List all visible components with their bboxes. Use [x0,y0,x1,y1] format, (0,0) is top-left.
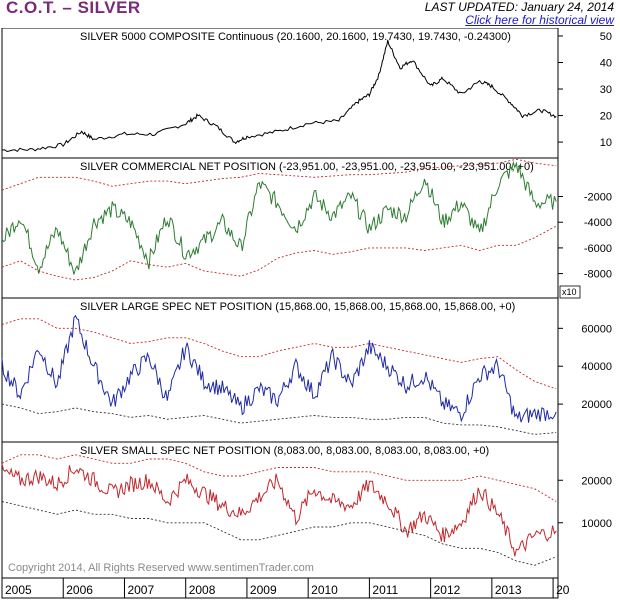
historical-view-link[interactable]: Click here for historical view [465,13,614,27]
x-tick-label: 2006 [66,583,93,597]
x-tick-label: 2010 [311,583,338,597]
commercial-scale-box [559,285,581,299]
x-tick-label: 2007 [127,583,154,597]
x-tick-label: 20 [556,583,570,597]
large-spec-band-line [1,403,557,435]
x-tick-label: 2009 [250,583,277,597]
commercial-band-line [1,225,557,281]
commercial-ytick-label: -6000 [584,243,612,255]
x-tick-label: 2005 [5,583,32,597]
small-spec-ytick-label: 20000 [581,475,612,487]
price-ytick-label: 40 [600,57,612,69]
large-spec-series-line [1,314,557,423]
large-spec-ytick-label: 40000 [581,361,612,373]
commercial-series-line [1,160,557,275]
x-tick-label: 2011 [372,583,398,597]
large-spec-frame [1,297,559,443]
small-spec-ytick-label: 10000 [581,518,612,530]
price-ytick-label: 20 [600,111,612,123]
small-spec-band-line [1,454,557,502]
small-spec-frame [1,441,559,579]
large-spec-ytick-label: 20000 [581,399,612,411]
price-ytick-label: 50 [600,31,612,43]
small-spec-band-line [1,501,557,566]
commercial-title: SILVER COMMERCIAL NET POSITION (-23,951.… [80,161,534,173]
x-tick-label: 2013 [495,583,522,597]
price-series-line [1,39,557,153]
last-updated: LAST UPDATED: January 24, 2014 [424,0,614,14]
small-spec-series-line [1,463,557,557]
cot-chart: SILVER 5000 COMPOSITE Continuous (20.160… [1,28,612,599]
commercial-ytick-label: -4000 [584,217,612,229]
price-ytick-label: 10 [600,137,612,149]
commercial-scale-note: x10 [562,287,577,297]
copyright-text: Copyright 2014, All Rights Reserved www.… [8,562,314,574]
page-title: C.O.T. – SILVER [6,0,141,17]
x-tick-label: 2008 [189,583,216,597]
large-spec-panel: SILVER LARGE SPEC NET POSITION (15,868.0… [1,297,612,443]
commercial-band-line [1,158,557,191]
large-spec-band-line [1,318,557,390]
commercial-ytick-label: -8000 [584,269,612,281]
price-frame [1,28,559,159]
price-ytick-label: 30 [600,84,612,96]
x-tick-label: 2012 [434,583,461,597]
price-title: SILVER 5000 COMPOSITE Continuous (20.160… [80,31,511,43]
price-panel: SILVER 5000 COMPOSITE Continuous (20.160… [1,28,612,159]
commercial-ytick-label: -2000 [584,192,612,204]
commercial-panel: SILVER COMMERCIAL NET POSITION (-23,951.… [1,157,612,299]
large-spec-ytick-label: 60000 [581,323,612,335]
small-spec-title: SILVER SMALL SPEC NET POSITION (8,083.00… [80,445,489,457]
large-spec-title: SILVER LARGE SPEC NET POSITION (15,868.0… [80,301,515,313]
small-spec-panel: SILVER SMALL SPEC NET POSITION (8,083.00… [1,441,612,579]
